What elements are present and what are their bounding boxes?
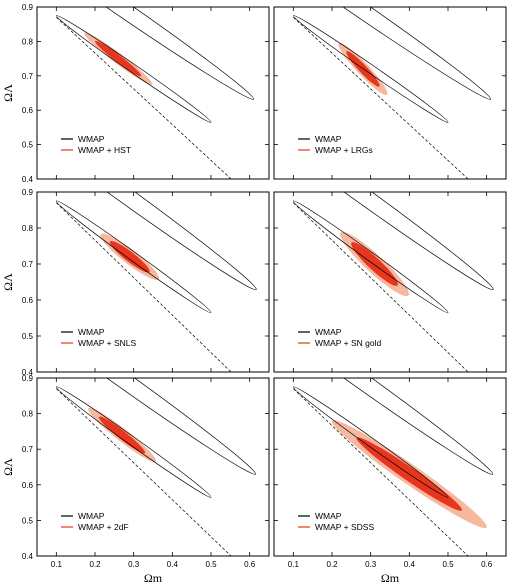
- panel-frame: [273, 6, 507, 180]
- panel-frame: [273, 191, 507, 373]
- x-tick-label: 0.3: [365, 560, 377, 569]
- plot-area: [37, 192, 257, 372]
- degeneracy-line: [56, 17, 232, 179]
- y-tick-label: 0.9: [22, 374, 34, 383]
- wmap-contour-68: [55, 386, 212, 498]
- legend-label: WMAP: [78, 327, 105, 337]
- y-tick-label: 0.5: [22, 332, 34, 341]
- x-tick-label: 0.2: [326, 560, 338, 569]
- y-tick-label: 0.9: [22, 188, 34, 197]
- x-tick-label: 0.1: [51, 560, 63, 569]
- degeneracy-line: [293, 202, 469, 372]
- legend-label: WMAP + LRGs: [315, 145, 373, 155]
- x-tick-label: 0.4: [167, 560, 179, 569]
- y-tick-label: 0.7: [22, 445, 34, 454]
- y-tick-label: 0.8: [22, 224, 34, 233]
- y-tick-label: 0.4: [22, 368, 34, 377]
- y-tick-label: 0.4: [22, 175, 34, 184]
- wmap-contour-95: [37, 378, 256, 475]
- combined-contour-68: [95, 40, 142, 77]
- wmap-contour-68: [292, 200, 449, 314]
- y-tick-label: 0.6: [22, 296, 34, 305]
- x-tick-label: 0.3: [128, 560, 140, 569]
- x-tick-label: 0.5: [442, 560, 454, 569]
- y-axis-label: ΩΛ: [1, 84, 15, 102]
- combined-contour-68: [351, 242, 398, 286]
- degeneracy-line: [56, 202, 232, 372]
- y-tick-label: 0.5: [22, 516, 34, 525]
- wmap-contour-95: [274, 7, 491, 100]
- y-tick-label: 0.6: [22, 106, 34, 115]
- x-tick-label: 0.1: [288, 560, 300, 569]
- plot-area: [274, 192, 494, 372]
- x-tick-label: 0.5: [205, 560, 217, 569]
- panel-frame: [36, 377, 270, 557]
- wmap-contour-68: [292, 15, 449, 123]
- wmap-contour-95: [37, 192, 257, 291]
- y-tick-label: 0.9: [22, 3, 34, 12]
- legend-label: WMAP: [315, 134, 342, 144]
- plot-area: [37, 378, 256, 556]
- plot-area: [37, 7, 254, 179]
- legend-label: WMAP: [78, 511, 105, 521]
- wmap-contour-68: [55, 200, 212, 314]
- legend-label: WMAP + SDSS: [315, 522, 374, 532]
- wmap-contour-95: [37, 7, 254, 100]
- legend-label: WMAP: [315, 511, 342, 521]
- x-tick-label: 0.6: [244, 560, 256, 569]
- legend-label: WMAP + SNLS: [78, 338, 137, 348]
- y-axis-label: ΩΛ: [1, 458, 15, 476]
- degeneracy-line: [56, 388, 232, 556]
- x-axis-label: Ωm: [144, 571, 163, 585]
- legend-label: WMAP: [78, 134, 105, 144]
- legend-label: WMAP: [315, 327, 342, 337]
- plot-area: [274, 7, 491, 179]
- x-tick-label: 0.4: [404, 560, 416, 569]
- wmap-contour-95: [274, 378, 493, 475]
- y-tick-label: 0.5: [22, 141, 34, 150]
- x-axis-label: Ωm: [381, 571, 400, 585]
- legend-label: WMAP + HST: [78, 145, 131, 155]
- y-tick-label: 0.7: [22, 260, 34, 269]
- panel-frame: [36, 191, 270, 373]
- wmap-contour-68: [292, 386, 449, 498]
- x-tick-label: 0.6: [481, 560, 493, 569]
- wmap-contour-95: [274, 192, 494, 291]
- panel-frame: [36, 6, 270, 180]
- combined-contour-68: [109, 241, 150, 273]
- x-tick-label: 0.2: [89, 560, 101, 569]
- y-tick-label: 0.6: [22, 481, 34, 490]
- degeneracy-line: [293, 17, 469, 179]
- degeneracy-line: [293, 388, 469, 556]
- legend-label: WMAP + SN gold: [315, 338, 381, 348]
- wmap-contour-68: [55, 15, 212, 123]
- y-tick-label: 0.7: [22, 72, 34, 81]
- panel-frame: [273, 377, 507, 557]
- y-tick-label: 0.4: [22, 552, 34, 561]
- y-tick-label: 0.8: [22, 410, 34, 419]
- panel-bottom-left: 0.1 0.2 0.3 0.4 0.5 0.6 0.4 0.5 0.6 0.7 0.8 0.9 ΩΛ Ωm…: [1, 374, 270, 585]
- legend-label: WMAP + 2dF: [78, 522, 129, 532]
- y-axis-label: ΩΛ: [1, 273, 15, 291]
- y-tick-label: 0.8: [22, 37, 34, 46]
- combined-contour-68: [98, 416, 146, 454]
- plot-area: [274, 378, 493, 556]
